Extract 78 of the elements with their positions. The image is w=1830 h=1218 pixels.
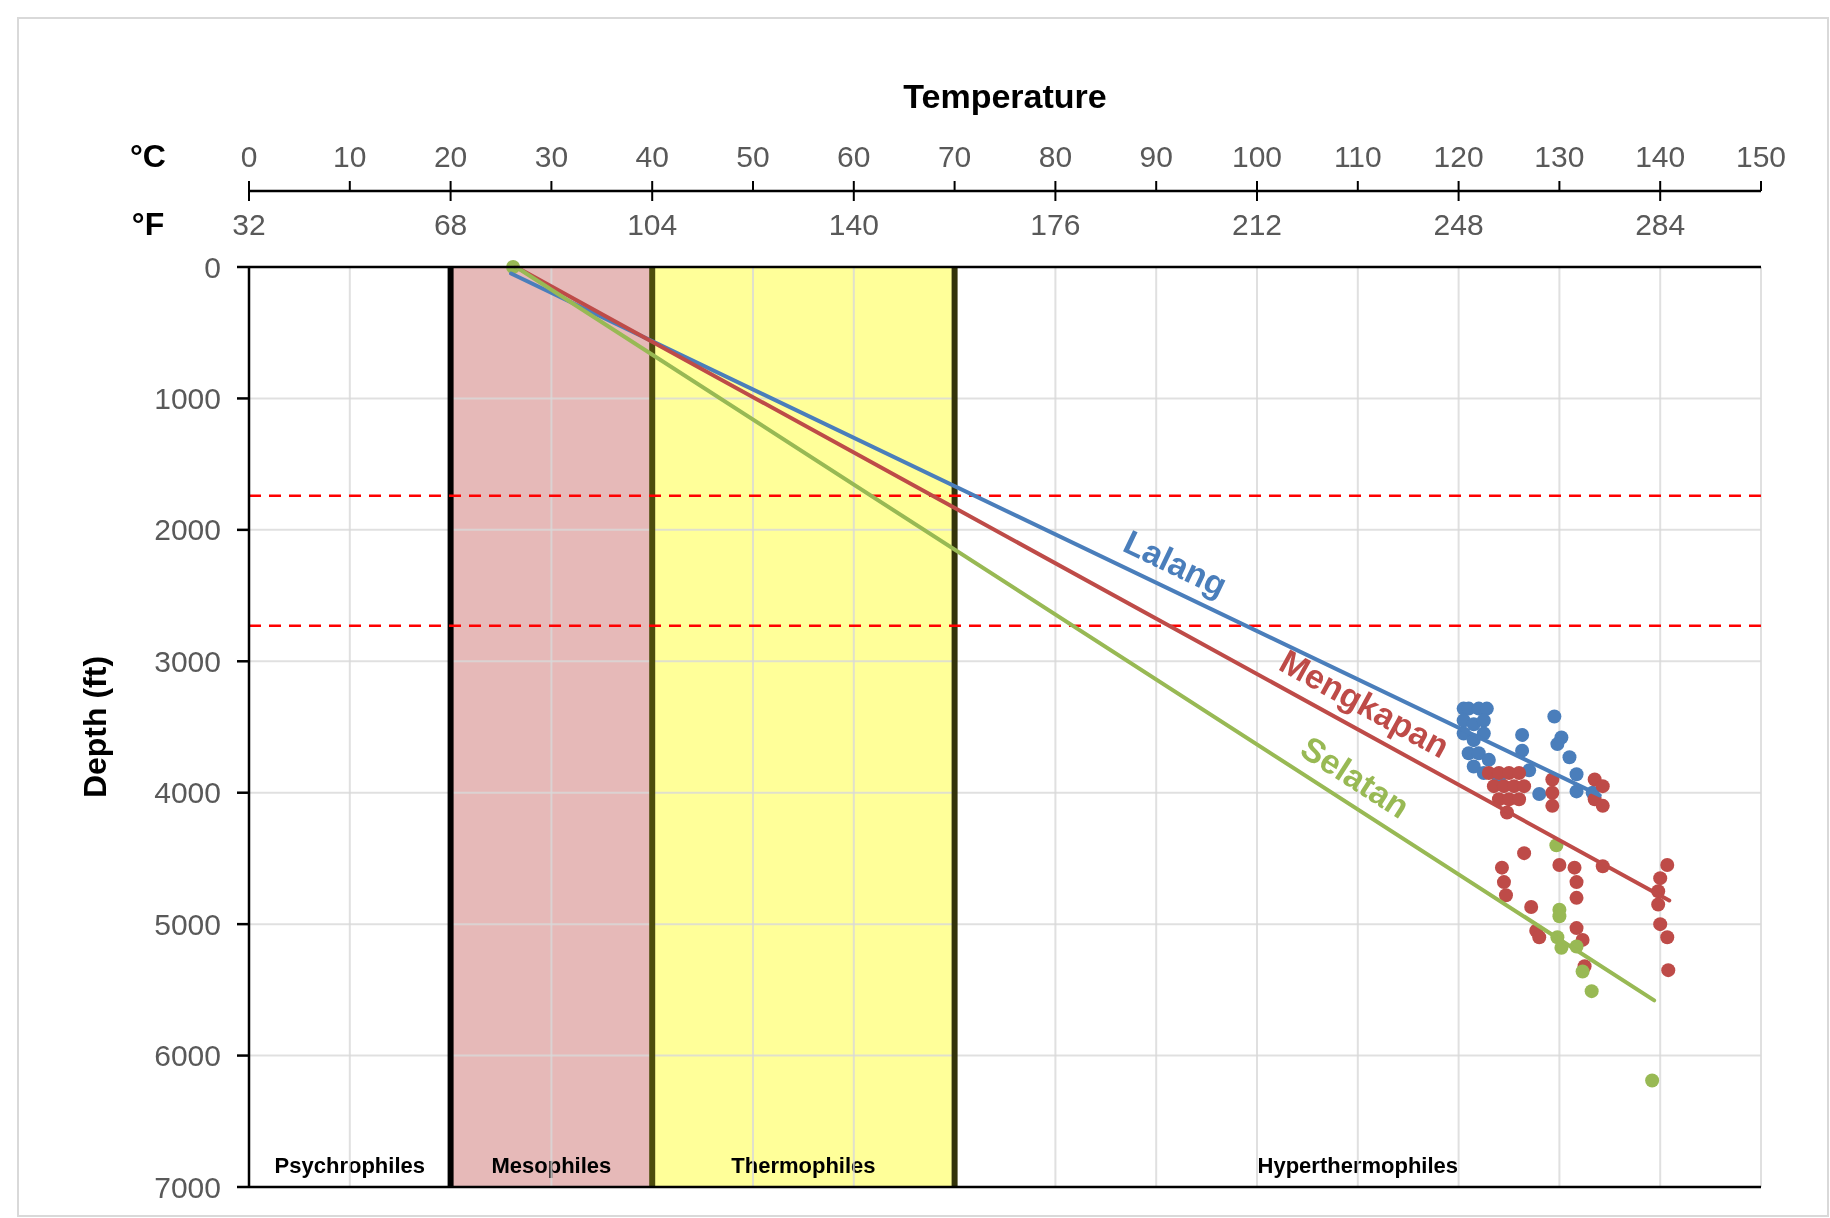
- x-tick-label: 150: [1735, 140, 1787, 173]
- point: [1496, 875, 1511, 890]
- point: [1569, 767, 1584, 782]
- point: [1517, 779, 1532, 794]
- chart-title: Temperature: [903, 77, 1107, 115]
- point: [1584, 984, 1599, 999]
- x2-tick-label: 176: [1030, 208, 1081, 241]
- point: [1515, 743, 1530, 758]
- y-tick-label: 1000: [154, 381, 221, 415]
- x-tick-label: 140: [1635, 140, 1686, 173]
- point: [1575, 964, 1590, 979]
- point: [1651, 897, 1666, 912]
- point: [1532, 930, 1547, 945]
- point: [1595, 779, 1610, 794]
- point: [1532, 787, 1547, 802]
- x-tick-label: 70: [937, 140, 972, 173]
- point: [1653, 871, 1668, 886]
- x2-tick-label: 284: [1635, 208, 1686, 241]
- point: [1550, 737, 1565, 752]
- point: [1569, 875, 1584, 890]
- point: [1569, 890, 1584, 905]
- x2-tick-label: 248: [1433, 208, 1484, 241]
- x-axis-title: °C: [130, 138, 166, 174]
- x-tick-label: 20: [433, 140, 468, 173]
- point: [1552, 858, 1567, 872]
- annotation: Psychrophiles: [274, 1153, 425, 1178]
- point: [1645, 1073, 1660, 1088]
- x-tick-label: 30: [534, 140, 569, 173]
- x2-tick-label: 104: [627, 208, 678, 241]
- point: [1595, 798, 1610, 813]
- band-label: Thermophiles: [731, 1153, 876, 1178]
- point: [1494, 860, 1509, 875]
- point: [1569, 921, 1584, 936]
- y-tick-label: 5000: [154, 907, 221, 941]
- x-tick-label: 40: [635, 140, 669, 173]
- x-tick-label: 110: [1333, 140, 1382, 173]
- x-tick-label: 10: [333, 140, 367, 173]
- x2-tick-label: 32: [232, 208, 266, 241]
- point: [1471, 746, 1486, 761]
- point: [1512, 766, 1527, 780]
- point: [1466, 759, 1481, 774]
- x-tick-label: 80: [1038, 140, 1073, 173]
- x2-tick-label: 140: [828, 208, 879, 241]
- point: [1476, 713, 1491, 728]
- point: [1661, 963, 1676, 978]
- x-tick-label: 130: [1534, 140, 1585, 173]
- x2-axis-title: °F: [131, 206, 165, 242]
- point: [1517, 846, 1532, 861]
- point: [1545, 798, 1560, 813]
- point: [1515, 727, 1530, 742]
- x-tick-label: 90: [1139, 140, 1173, 173]
- y-axis-title: Depth (ft): [77, 655, 113, 799]
- x-tick-label: 120: [1433, 140, 1484, 173]
- x-tick-label: 0: [240, 140, 258, 173]
- point: [1481, 752, 1496, 767]
- x-tick-label: 60: [837, 140, 871, 173]
- point: [1660, 858, 1675, 872]
- point: [1547, 709, 1562, 724]
- y-tick-label: 4000: [154, 776, 221, 810]
- point: [1660, 930, 1675, 945]
- point: [1653, 917, 1668, 932]
- x2-tick-label: 68: [433, 208, 468, 241]
- point: [1524, 900, 1539, 915]
- x-tick-label: 100: [1231, 140, 1283, 173]
- y-tick-label: 7000: [154, 1170, 221, 1204]
- point: [1545, 785, 1560, 800]
- point: [1498, 888, 1513, 903]
- point: [1512, 792, 1527, 807]
- y-tick-label: 2000: [154, 513, 221, 547]
- y-tick-label: 3000: [154, 644, 221, 678]
- y-tick-label: 6000: [154, 1039, 221, 1073]
- annotation: Hyperthermophiles: [1257, 1153, 1459, 1178]
- point: [1567, 860, 1582, 875]
- band-label: Mesophiles: [491, 1153, 612, 1178]
- point: [1562, 750, 1577, 765]
- y-tick-label: 0: [204, 250, 221, 284]
- x-tick-label: 50: [736, 140, 770, 173]
- x2-tick-label: 212: [1231, 208, 1283, 241]
